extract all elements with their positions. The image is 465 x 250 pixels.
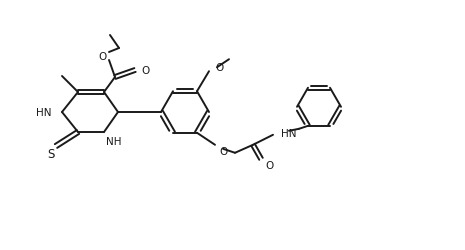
Text: HN: HN bbox=[281, 128, 297, 138]
Text: O: O bbox=[141, 66, 149, 76]
Text: O: O bbox=[265, 160, 273, 170]
Text: O: O bbox=[219, 146, 227, 156]
Text: NH: NH bbox=[106, 136, 121, 146]
Text: S: S bbox=[47, 148, 55, 161]
Text: HN: HN bbox=[35, 108, 51, 118]
Text: O: O bbox=[215, 63, 223, 73]
Text: O: O bbox=[98, 52, 106, 62]
